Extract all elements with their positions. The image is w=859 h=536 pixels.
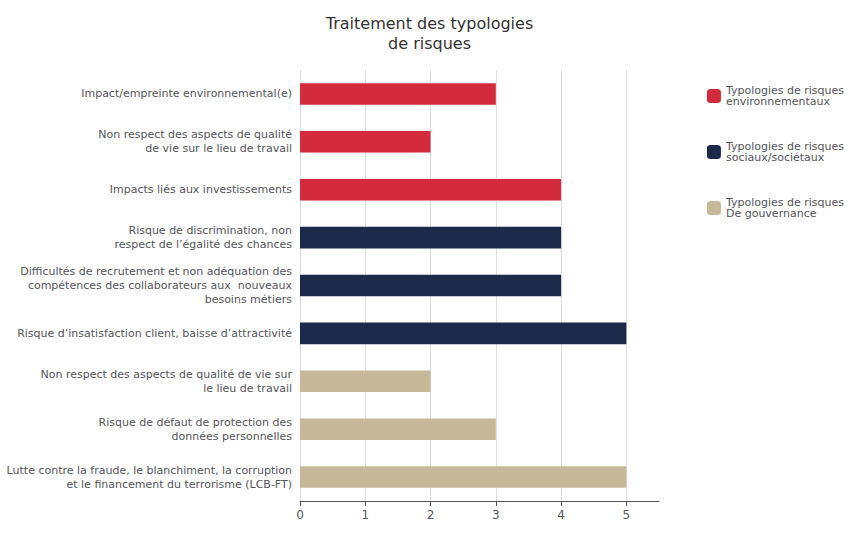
svg-text:Lutte contre la fraude, le bla: Lutte contre la fraude, le blanchiment, … (7, 464, 292, 477)
svg-text:Typologies de risques: Typologies de risques (725, 196, 844, 209)
svg-text:Impacts liés aux investissemen: Impacts liés aux investissements (110, 183, 292, 196)
svg-text:respect de l’égalité des chanc: respect de l’égalité des chances (114, 238, 292, 251)
svg-text:Typologies de risques: Typologies de risques (725, 84, 844, 97)
svg-text:et le financement du terrorism: et le financement du terrorisme (LCB-FT) (66, 478, 292, 491)
svg-text:3: 3 (492, 508, 500, 522)
svg-text:Impact/empreinte environnement: Impact/empreinte environnemental(e) (81, 87, 292, 100)
svg-text:données personnelles: données personnelles (172, 430, 293, 443)
svg-text:compétences des collaborateurs: compétences des collaborateurs aux nouve… (28, 279, 293, 292)
svg-text:Traitement des typologies: Traitement des typologies (325, 14, 533, 33)
svg-text:Non respect des aspects de qua: Non respect des aspects de qualité (98, 128, 292, 141)
svg-text:De gouvernance: De gouvernance (726, 207, 817, 220)
svg-text:le lieu de travail: le lieu de travail (203, 382, 292, 395)
svg-text:5: 5 (623, 508, 631, 522)
svg-text:de risques: de risques (388, 34, 471, 53)
svg-text:Typologies de risques: Typologies de risques (725, 140, 844, 153)
svg-text:Difficultés de recrutement et: Difficultés de recrutement et non adéqua… (20, 265, 292, 278)
svg-text:2: 2 (427, 508, 435, 522)
svg-text:de vie sur le lieu de travail: de vie sur le lieu de travail (145, 142, 292, 155)
svg-text:environnementaux: environnementaux (726, 95, 831, 108)
svg-text:Non respect des aspects de qua: Non respect des aspects de qualité de vi… (40, 368, 292, 381)
svg-text:sociaux/sociétaux: sociaux/sociétaux (726, 151, 825, 164)
svg-text:4: 4 (557, 508, 565, 522)
svg-text:1: 1 (361, 508, 369, 522)
svg-text:Risque d’insatisfaction client: Risque d’insatisfaction client, baisse d… (17, 327, 292, 340)
svg-text:0: 0 (296, 508, 304, 522)
svg-text:Risque de discrimination, non: Risque de discrimination, non (128, 224, 292, 237)
svg-text:besoins métiers: besoins métiers (205, 293, 293, 306)
svg-text:Risque de défaut de protection: Risque de défaut de protection des (99, 416, 293, 429)
